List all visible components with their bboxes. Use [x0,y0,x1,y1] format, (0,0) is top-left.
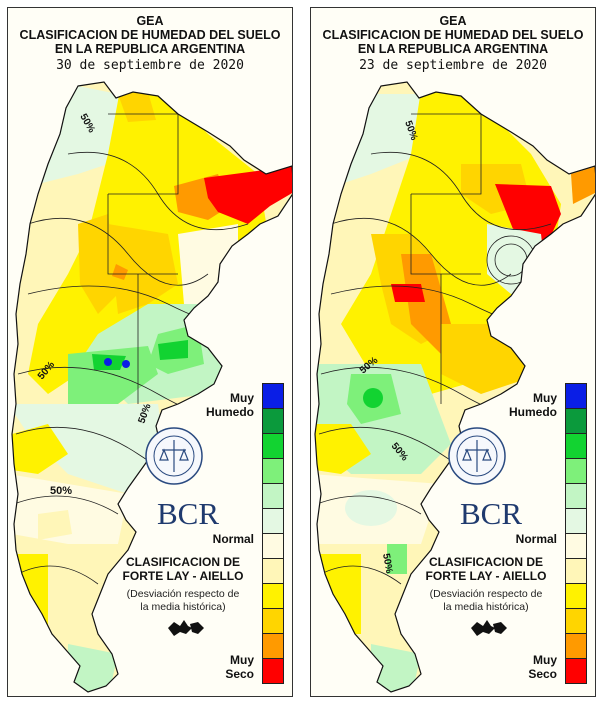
legend-swatch [565,508,587,534]
legend-swatch [262,433,284,459]
legend-swatch [262,583,284,609]
map-panel-sep30: GEA CLASIFICACION DE HUMEDAD DEL SUELO E… [7,7,293,697]
classification-title: CLASIFICACION DE FORTE LAY - AIELLO [411,555,561,583]
map-date: 23 de septiembre de 2020 [359,58,547,73]
classification-subtitle: (Desviación respecto de la media históri… [108,588,258,614]
legend-label-very-wet: Muy Humedo [509,391,557,419]
malvinas-islands [471,620,507,636]
classification-title-line1: CLASIFICACION DE [429,555,543,569]
bcr-logo-text: BCR [156,496,220,531]
legend-swatch [565,458,587,484]
classification-subtitle-line1: (Desviación respecto de [429,588,543,600]
map-title-line1: CLASIFICACION DE HUMEDAD DEL SUELO [19,28,281,42]
legend-swatch [262,558,284,584]
bcr-seal-logo [145,427,203,485]
legend-label-very-dry: Muy Seco [225,653,254,681]
classification-subtitle-line2: la media histórica) [140,601,226,613]
legend-swatch [565,383,587,409]
classification-subtitle: (Desviación respecto de la media históri… [411,588,561,614]
legend-swatch [565,658,587,684]
legend-swatch [262,458,284,484]
legend-swatch [262,483,284,509]
legend-swatch [565,633,587,659]
legend-swatch [565,608,587,634]
legend-swatch [262,608,284,634]
legend-swatch [565,583,587,609]
bcr-logo-text: BCR [459,496,523,531]
legend-label-very-wet: Muy Humedo [206,391,254,419]
malvinas-islands [168,620,204,636]
legend-swatch [565,433,587,459]
legend-label-very-dry: Muy Seco [528,653,557,681]
legend-swatch [262,658,284,684]
legend-label-normal: Normal [212,532,254,546]
legend-color-scale [565,383,587,684]
legend-swatch [565,408,587,434]
soil-moisture-map: 50% 50% 50% 50% [11,81,292,693]
classification-title-line1: CLASIFICACION DE [126,555,240,569]
legend-color-scale [262,383,284,684]
map-title-line2: EN LA REPUBLICA ARGENTINA [54,42,246,56]
classification-subtitle-line2: la media histórica) [443,601,529,613]
org-label: GEA [136,14,164,28]
bcr-seal-logo [448,427,506,485]
legend-swatch [262,633,284,659]
org-label: GEA [439,14,467,28]
map-title-line2: EN LA REPUBLICA ARGENTINA [357,42,549,56]
legend-swatch [565,558,587,584]
classification-title-line2: FORTE LAY - AIELLO [425,569,547,583]
classification-subtitle-line1: (Desviación respecto de [126,588,240,600]
legend-swatch [262,383,284,409]
legend-swatch [262,533,284,559]
legend-swatch [262,508,284,534]
map-date: 30 de septiembre de 2020 [56,58,244,73]
legend-swatch [565,483,587,509]
contour-label: 50% [50,485,72,497]
legend-label-normal: Normal [515,532,557,546]
contour-label: 50% [380,553,394,575]
map-title-line1: CLASIFICACION DE HUMEDAD DEL SUELO [322,28,584,42]
classification-title-line2: FORTE LAY - AIELLO [122,569,244,583]
soil-moisture-map: 50% 50% 50% 50% [314,81,595,693]
map-panel-sep23: GEA CLASIFICACION DE HUMEDAD DEL SUELO E… [310,7,596,697]
classification-title: CLASIFICACION DE FORTE LAY - AIELLO [108,555,258,583]
legend-swatch [262,408,284,434]
legend-swatch [565,533,587,559]
